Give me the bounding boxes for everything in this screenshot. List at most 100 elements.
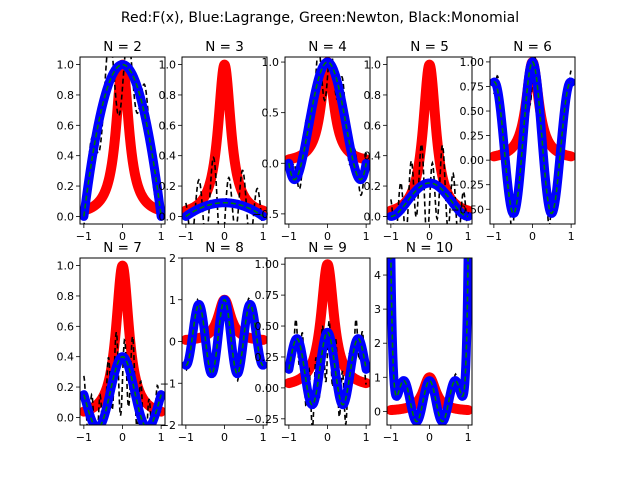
x-tick-label: −1	[178, 431, 194, 444]
x-tick-label: −1	[383, 230, 399, 243]
subplot-title: N = 3	[205, 39, 244, 55]
x-tick-label: −1	[178, 230, 194, 243]
x-tick-label: 0	[324, 230, 331, 243]
y-tick-label: 1.0	[57, 260, 75, 273]
newton-curve	[288, 331, 367, 406]
y-tick-label: 0.75	[460, 80, 485, 93]
newton-curve	[83, 63, 162, 217]
x-tick-label: 0	[119, 431, 126, 444]
x-tick-label: 1	[568, 230, 575, 243]
y-tick-label: 0.00	[460, 154, 485, 167]
y-tick-label: −0.25	[450, 179, 484, 192]
subplot-1: −1 0 1 0.0 0.2 0.4 0.6 0.8 1.0 N = 2	[57, 39, 166, 243]
x-tick-label: −1	[486, 230, 502, 243]
y-tick-label: 1.0	[159, 59, 177, 72]
y-tick-label: 0.5	[262, 107, 280, 120]
newton-curve	[390, 182, 469, 218]
function-curve	[80, 260, 165, 417]
y-tick-label: 1	[169, 294, 176, 307]
y-tick-label: 1.00	[255, 258, 280, 271]
x-tick-label: −1	[383, 431, 399, 444]
subplot-title: N = 8	[205, 240, 244, 256]
y-tick-label: 0.6	[57, 320, 75, 333]
y-tick-label: 0.4	[57, 150, 75, 163]
y-tick-label: 0	[169, 336, 176, 349]
x-tick-label: 0	[221, 230, 228, 243]
plot-area	[387, 59, 472, 224]
y-tick-label: 0.2	[364, 180, 382, 193]
y-tick-label: 0.0	[57, 210, 75, 223]
subplot-title: N = 4	[308, 39, 347, 55]
y-tick-label: −1	[160, 377, 176, 390]
y-tick-label: 0.50	[460, 105, 485, 118]
y-tick-label: 0.2	[57, 180, 75, 193]
subplot-5: −1 0 1 −0.50 −0.25 0.00 0.25 0.50 0.75 1.00 N = 6	[450, 39, 576, 243]
y-tick-label: 0.8	[57, 290, 75, 303]
figure-suptitle: Red:F(x), Blue:Lagrange, Green:Newton, B…	[121, 10, 519, 26]
y-tick-label: 0.2	[159, 180, 177, 193]
x-tick-label: 1	[465, 431, 472, 444]
y-tick-label: 1.0	[57, 59, 75, 72]
lagrange-curve	[285, 57, 370, 185]
y-tick-label: 0.2	[57, 381, 75, 394]
newton-curve	[185, 201, 264, 218]
y-tick-label: 2	[169, 252, 176, 265]
x-tick-label: 1	[363, 230, 370, 243]
subplot-8: −1 0 1 −0.25 0.00 0.25 0.50 0.75 1.00 N = 9	[245, 240, 371, 444]
subplot-grid: −1 0 10.00.20.40.60.81.0N = 2−1 0 10.00.20.4…	[57, 39, 576, 444]
y-tick-label: 0.8	[364, 89, 382, 102]
y-tick-label: −2	[160, 419, 176, 432]
x-tick-label: 0	[324, 431, 331, 444]
y-tick-label: 0.0	[262, 157, 280, 170]
monomial-curve	[390, 142, 468, 224]
y-tick-label: 0.8	[57, 89, 75, 102]
y-tick-label: 0.4	[57, 351, 75, 364]
y-tick-label: 2	[374, 337, 381, 350]
function-curve	[182, 59, 267, 216]
x-tick-label: 0	[529, 230, 536, 243]
y-tick-label: −0.25	[245, 413, 279, 426]
subplot-title: N = 2	[103, 39, 142, 55]
y-tick-label: 1.00	[460, 56, 485, 69]
y-tick-label: −0.5	[252, 208, 279, 221]
y-tick-label: 0.50	[255, 320, 280, 333]
y-tick-label: 0.0	[57, 411, 75, 424]
y-tick-label: 0.4	[159, 150, 177, 163]
y-tick-label: 0.6	[159, 119, 177, 132]
subplot-4: −1 0 1 0.0 0.2 0.4 0.6 0.8 1.0 N = 5	[364, 39, 473, 243]
subplot-title: N = 9	[308, 240, 347, 256]
plot-area	[80, 260, 165, 425]
x-tick-label: −1	[76, 230, 92, 243]
y-tick-label: 0.6	[57, 119, 75, 132]
monomial-curve	[288, 57, 367, 197]
x-tick-label: −1	[281, 230, 297, 243]
subplot-title: N = 6	[513, 39, 552, 55]
y-tick-label: 4	[374, 269, 381, 282]
newton-curve	[83, 355, 162, 425]
y-tick-label: 1.0	[364, 59, 382, 72]
monomial-curve	[185, 156, 264, 224]
newton-curve	[185, 298, 264, 375]
x-tick-label: 0	[426, 431, 433, 444]
plot-area	[285, 57, 370, 197]
x-tick-label: 1	[260, 431, 267, 444]
x-tick-label: 1	[465, 230, 472, 243]
y-tick-label: 0.0	[159, 210, 177, 223]
y-tick-label: 0.25	[255, 351, 280, 364]
plot-area	[387, 258, 472, 425]
subplot-2: −1 0 1 0.0 0.2 0.4 0.6 0.8 1.0 N = 3	[159, 39, 268, 243]
y-tick-label: 0.75	[255, 289, 280, 302]
x-tick-label: 1	[363, 431, 370, 444]
y-tick-label: 0.0	[364, 210, 382, 223]
x-tick-label: 1	[158, 431, 165, 444]
y-tick-label: 0.00	[255, 382, 280, 395]
plot-area	[182, 59, 267, 224]
y-tick-label: 0	[374, 405, 381, 418]
subplot-title: N = 5	[410, 39, 449, 55]
y-tick-label: 0.8	[159, 89, 177, 102]
monomial-curve	[83, 332, 162, 425]
y-tick-label: 0.25	[460, 130, 485, 143]
